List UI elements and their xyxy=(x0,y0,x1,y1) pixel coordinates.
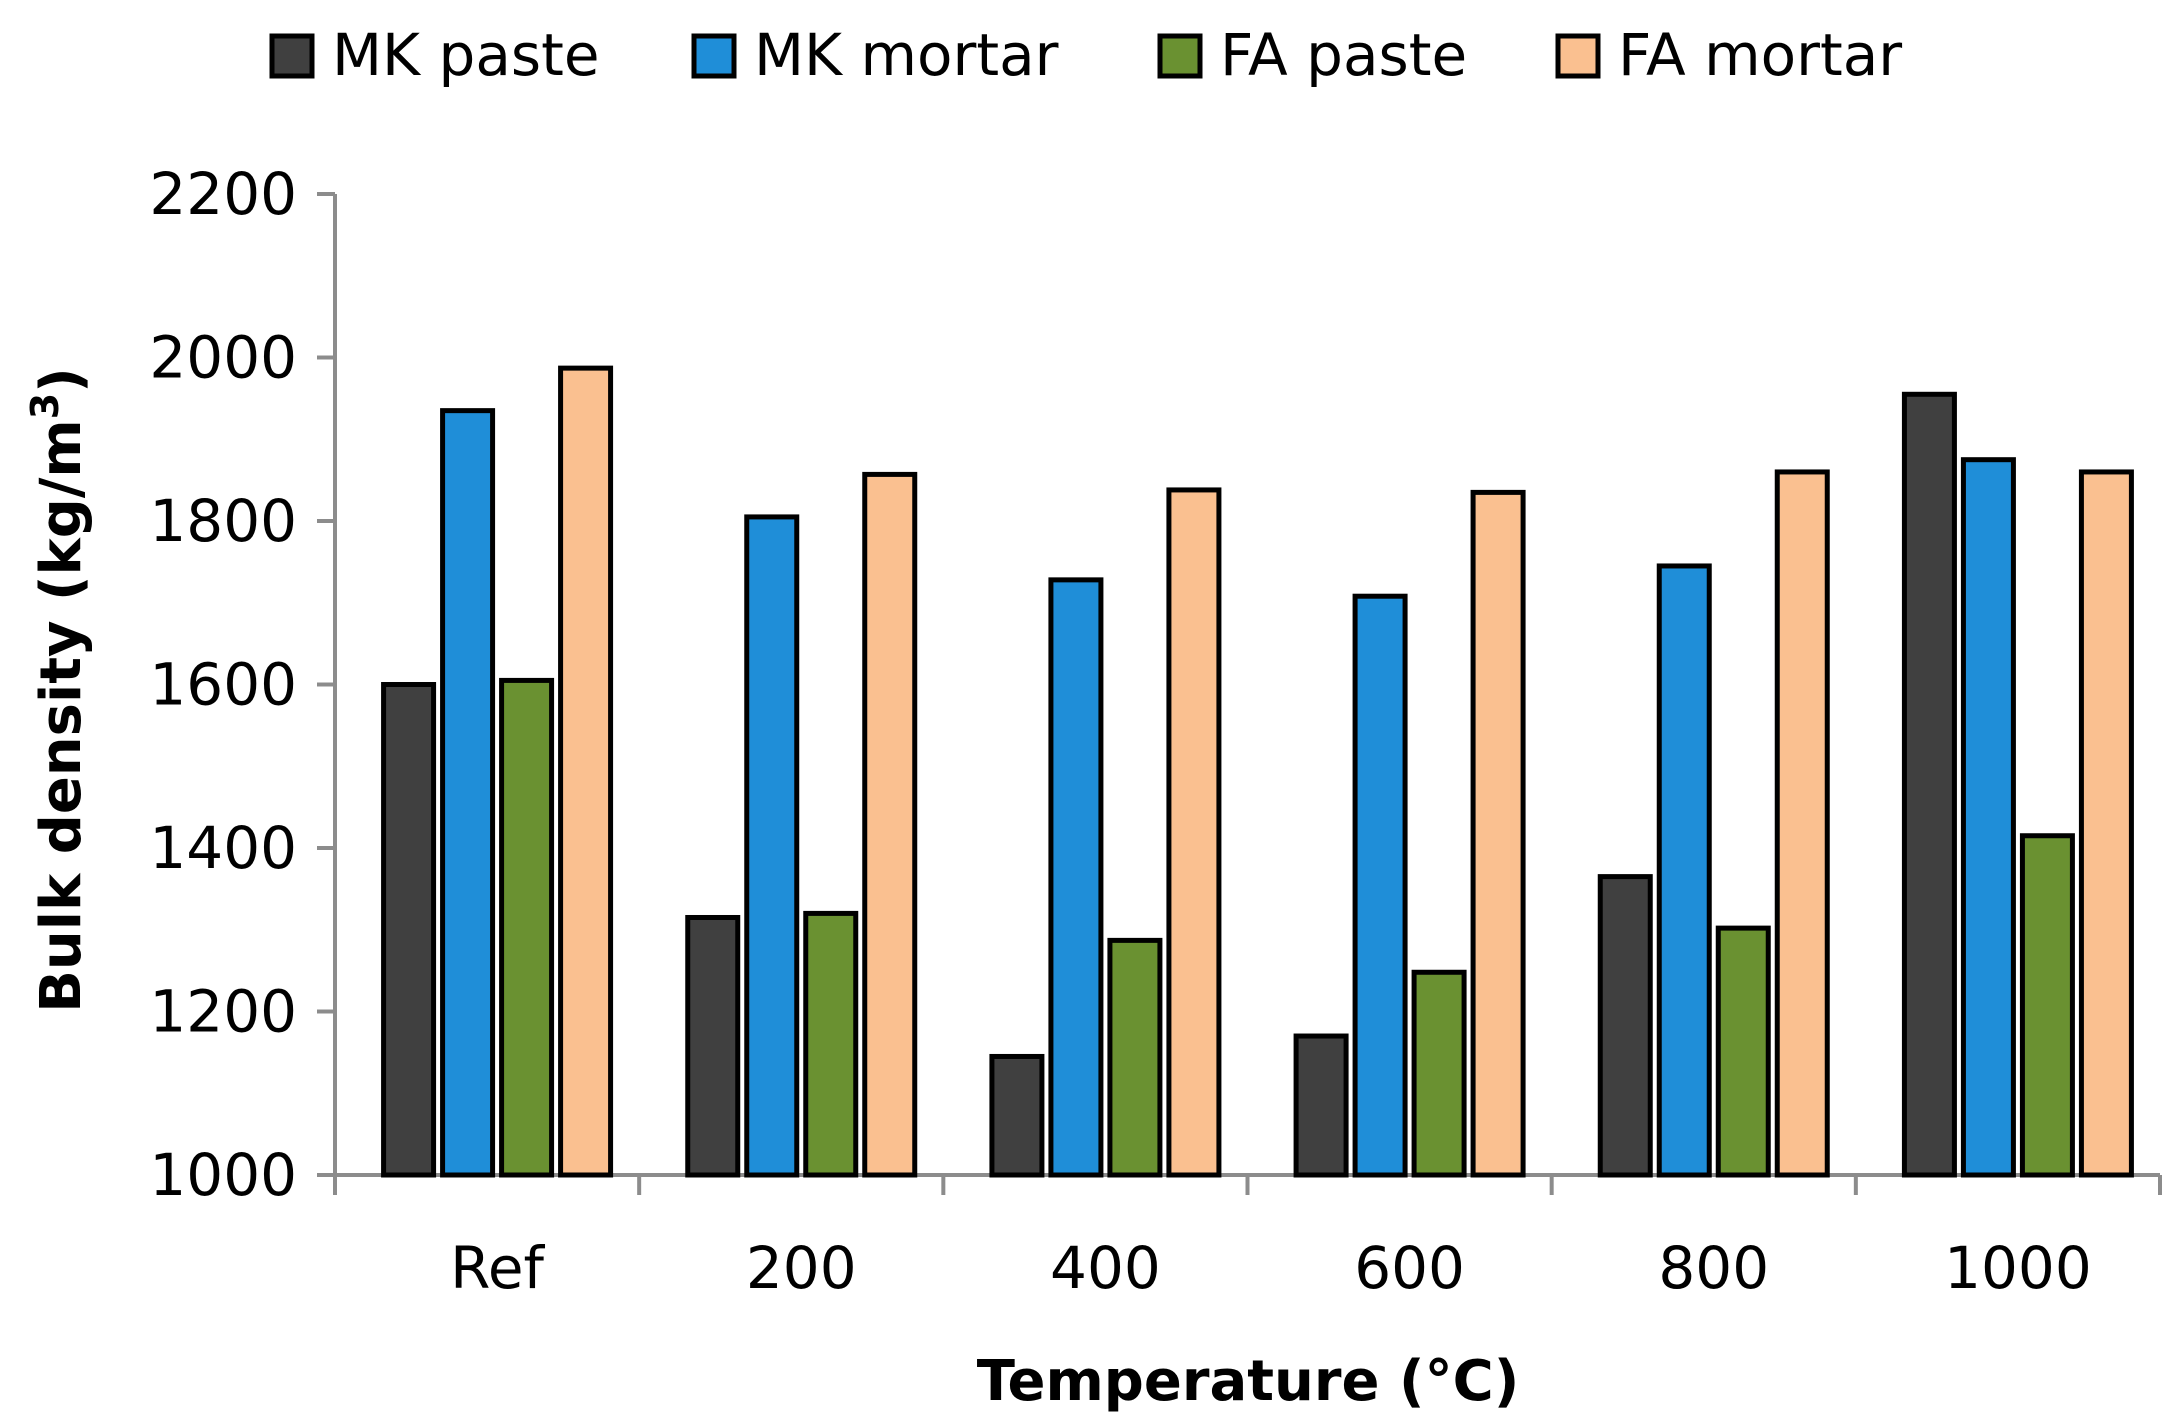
x-tick-label: 800 xyxy=(1658,1234,1769,1302)
y-tick-label: 1400 xyxy=(149,814,297,882)
x-tick-label: Ref xyxy=(450,1234,545,1302)
y-tick-label: 1200 xyxy=(149,978,297,1046)
bar-fa-paste-200 xyxy=(803,910,859,1178)
bar-mk-mortar-1000 xyxy=(1960,457,2016,1178)
legend-label: FA mortar xyxy=(1618,21,1902,89)
y-axis-title: Bulk density (kg/m3) xyxy=(23,367,94,1013)
bar-mk-paste-800 xyxy=(1597,874,1653,1178)
bar-fa-mortar-ref xyxy=(558,365,614,1178)
legend-swatch xyxy=(1157,33,1203,79)
bar-fa-paste-1000 xyxy=(2019,833,2075,1178)
legend-swatch xyxy=(691,33,737,79)
bar-fa-mortar-1000 xyxy=(2078,469,2134,1178)
y-axis-title-close: ) xyxy=(29,367,94,393)
bar-mk-paste-600 xyxy=(1293,1033,1349,1178)
x-tick-label: 200 xyxy=(746,1234,857,1302)
bar-fa-paste-800 xyxy=(1715,925,1771,1178)
y-tick-label: 1600 xyxy=(149,651,297,719)
bar-mk-mortar-400 xyxy=(1048,577,1104,1178)
y-tick-label: 2000 xyxy=(149,324,297,392)
bar-mk-mortar-600 xyxy=(1352,593,1408,1178)
legend-label: MK paste xyxy=(332,21,600,89)
y-axis: 1000 1200 1400 1600 1800 2000 2200 xyxy=(149,160,337,1209)
legend-swatch xyxy=(269,33,315,79)
y-axis-title-main: Bulk density (kg/m xyxy=(29,419,94,1012)
legend-swatch xyxy=(1555,33,1601,79)
bar-mk-mortar-200 xyxy=(744,514,800,1178)
bar-fa-mortar-400 xyxy=(1166,487,1222,1178)
legend-label: FA paste xyxy=(1220,21,1467,89)
bar-fa-mortar-200 xyxy=(862,471,918,1178)
bar-fa-paste-600 xyxy=(1411,969,1467,1178)
bar-mk-paste-200 xyxy=(685,914,741,1178)
x-axis: Ref 200 400 600 800 1000 xyxy=(333,1173,2162,1302)
bar-fa-mortar-600 xyxy=(1470,489,1526,1178)
bar-mk-paste-400 xyxy=(989,1053,1045,1178)
x-axis-title: Temperature (°C) xyxy=(977,1349,1520,1414)
bars xyxy=(381,365,2134,1178)
y-tick-label: 1000 xyxy=(149,1141,297,1209)
y-tick-label: 2200 xyxy=(149,160,297,228)
x-tick-label: 600 xyxy=(1354,1234,1465,1302)
bar-fa-paste-400 xyxy=(1107,937,1163,1178)
bar-mk-paste-1000 xyxy=(1901,391,1957,1178)
bar-mk-mortar-ref xyxy=(440,408,496,1178)
bar-fa-mortar-800 xyxy=(1774,469,1830,1178)
x-tick-label: 1000 xyxy=(1944,1234,2092,1302)
bar-fa-paste-ref xyxy=(499,677,555,1178)
y-axis-title-sup: 3 xyxy=(23,393,67,419)
x-tick-label: 400 xyxy=(1050,1234,1161,1302)
bar-mk-paste-ref xyxy=(381,682,437,1178)
legend: MK paste MK mortar FA paste FA mortar xyxy=(269,21,1902,89)
y-tick-label: 1800 xyxy=(149,487,297,555)
bar-mk-mortar-800 xyxy=(1656,563,1712,1178)
legend-label: MK mortar xyxy=(754,21,1059,89)
